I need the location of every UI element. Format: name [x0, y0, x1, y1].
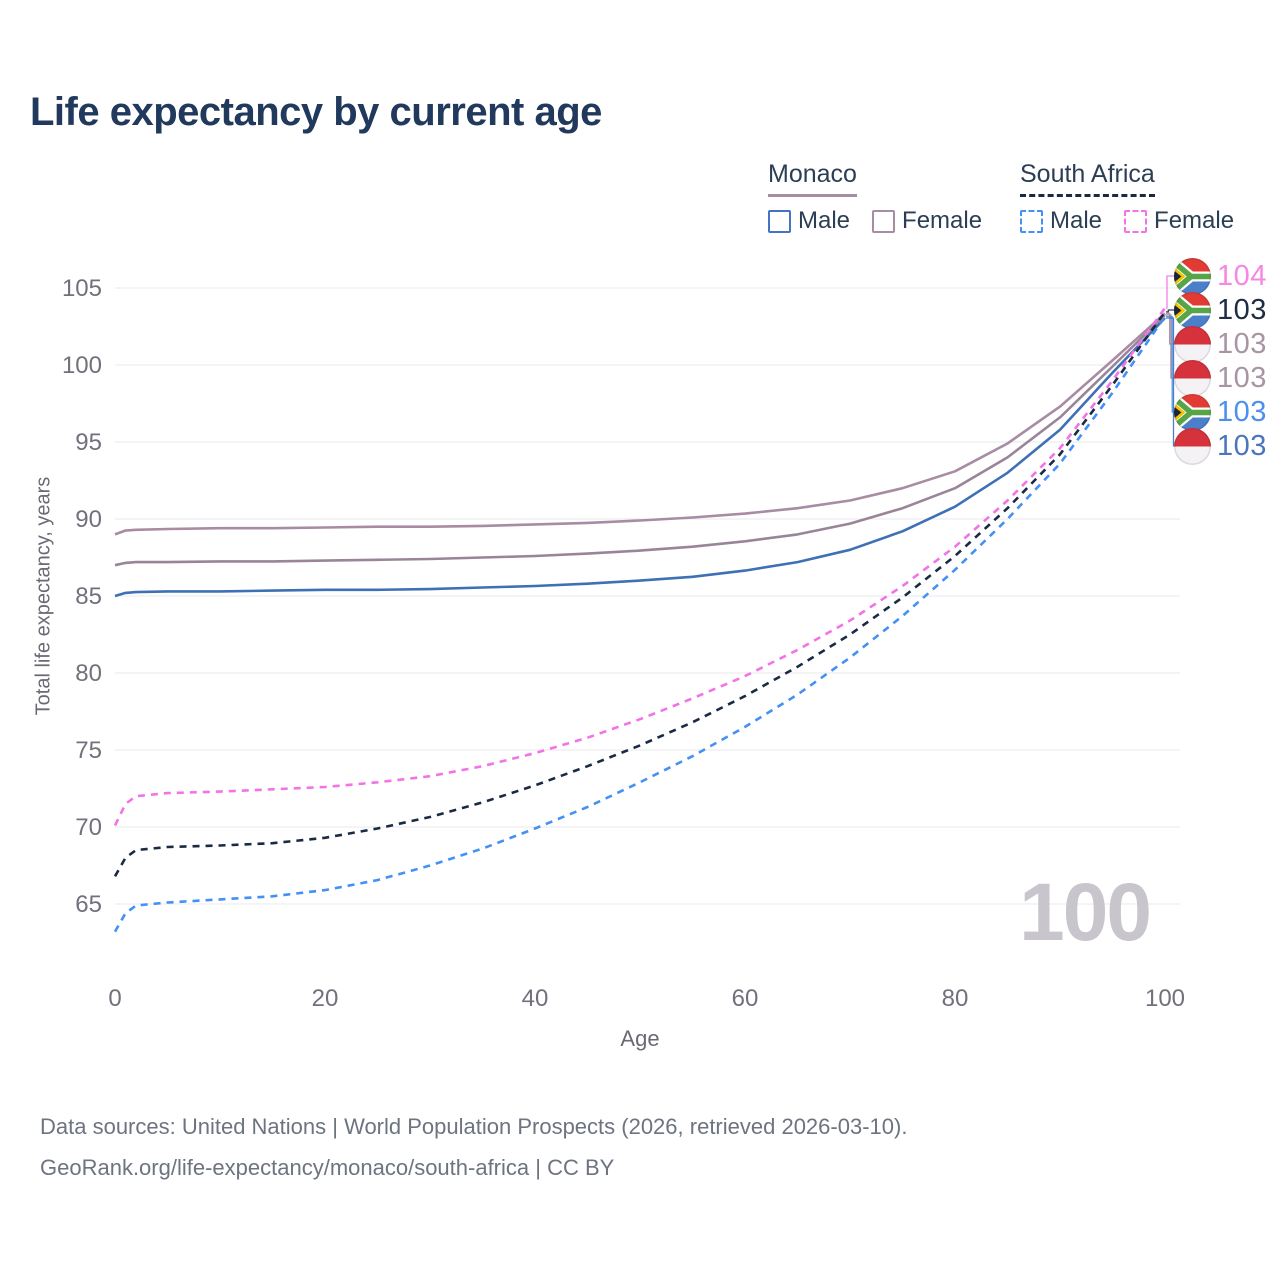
- y-tick-label: 70: [75, 814, 102, 841]
- end-label-value: 103: [1217, 293, 1267, 326]
- south-africa-female-line: [113, 307, 1167, 827]
- monaco-female-swatch: [872, 209, 896, 233]
- end-label-south-africa-both: 103: [1174, 291, 1267, 329]
- end-label-south-africa-female: 104: [1174, 257, 1267, 295]
- legend-items-south-africa: Male Female: [1020, 207, 1234, 235]
- leader-line: [1166, 317, 1175, 447]
- end-label-value: 104: [1217, 259, 1267, 292]
- legend-country-monaco: Monaco: [768, 160, 857, 197]
- legend-label-south-africa-female: Female: [1154, 207, 1235, 234]
- end-label-value: 103: [1217, 395, 1267, 428]
- end-label-monaco-female: 103: [1174, 325, 1267, 363]
- legend-label-monaco-male: Male: [798, 207, 851, 234]
- footer-attribution: GeoRank.org/life-expectancy/monaco/south…: [40, 1155, 615, 1180]
- south-africa-male-swatch: [1020, 209, 1043, 233]
- legend-item-south-africa-female[interactable]: Female: [1124, 207, 1234, 235]
- x-axis-title: Age: [620, 1026, 660, 1051]
- x-tick-label: 60: [732, 985, 759, 1012]
- age-watermark: 100: [1019, 867, 1152, 958]
- south-africa-flag-icon: [1174, 257, 1211, 295]
- legend-label-south-africa-male: Male: [1050, 207, 1103, 234]
- y-tick-label: 100: [62, 352, 102, 379]
- end-label-value: 103: [1217, 429, 1267, 462]
- monaco-flag-icon: [1174, 359, 1211, 397]
- y-tick-label: 105: [62, 275, 102, 302]
- monaco-male-swatch: [768, 209, 791, 233]
- monaco-female-line: [114, 312, 1166, 536]
- leader-line: [1166, 275, 1174, 309]
- x-tick-label: 100: [1145, 985, 1185, 1012]
- footer: Data sources: United Nations | World Pop…: [40, 1106, 907, 1188]
- end-label-value: 103: [1217, 361, 1267, 394]
- south-africa-both-line: [113, 311, 1167, 877]
- legend-item-monaco-female[interactable]: Female: [872, 207, 982, 235]
- legend-group-monaco: Monaco Male Female: [768, 160, 982, 235]
- chart-plot: 65 70 75 80 85 90 95 100 105 0 20 40 60 80 100: [62, 275, 1185, 1012]
- end-label-monaco-male: 103: [1174, 427, 1267, 465]
- y-tick-label: 65: [75, 891, 102, 918]
- x-tick-label: 20: [312, 985, 339, 1012]
- monaco-male-line: [114, 317, 1166, 598]
- legend-items-monaco: Male Female: [768, 207, 982, 235]
- south-africa-female-swatch: [1124, 209, 1148, 233]
- legend-item-south-africa-male[interactable]: Male: [1020, 207, 1102, 235]
- y-tick-label: 80: [75, 660, 102, 687]
- monaco-flag-icon: [1174, 427, 1211, 465]
- monaco-flag-icon: [1174, 325, 1211, 363]
- monaco-both-line: [114, 313, 1166, 567]
- y-tick-label: 90: [75, 506, 102, 533]
- end-label-value: 103: [1217, 327, 1267, 360]
- south-africa-flag-icon: [1174, 393, 1211, 431]
- legend-country-south-africa: South Africa: [1020, 160, 1155, 197]
- legend-label-monaco-female: Female: [902, 207, 983, 234]
- end-label-monaco-both: 103: [1174, 359, 1267, 397]
- x-tick-label: 80: [942, 985, 969, 1012]
- page-title: Life expectancy by current age: [30, 90, 602, 134]
- south-africa-flag-icon: [1174, 291, 1211, 329]
- y-tick-label: 95: [75, 429, 102, 456]
- y-tick-label: 85: [75, 583, 102, 610]
- x-tick-label: 0: [108, 985, 121, 1012]
- x-tick-label: 40: [522, 985, 549, 1012]
- end-label-south-africa-male: 103: [1174, 393, 1267, 431]
- leader-line: [1166, 309, 1174, 313]
- footer-data-sources: Data sources: United Nations | World Pop…: [40, 1114, 908, 1139]
- legend-group-south-africa: South Africa Male Female: [1020, 160, 1234, 235]
- south-africa-male-line: [113, 315, 1167, 933]
- y-tick-label: 75: [75, 737, 102, 764]
- legend-item-monaco-male[interactable]: Male: [768, 207, 850, 235]
